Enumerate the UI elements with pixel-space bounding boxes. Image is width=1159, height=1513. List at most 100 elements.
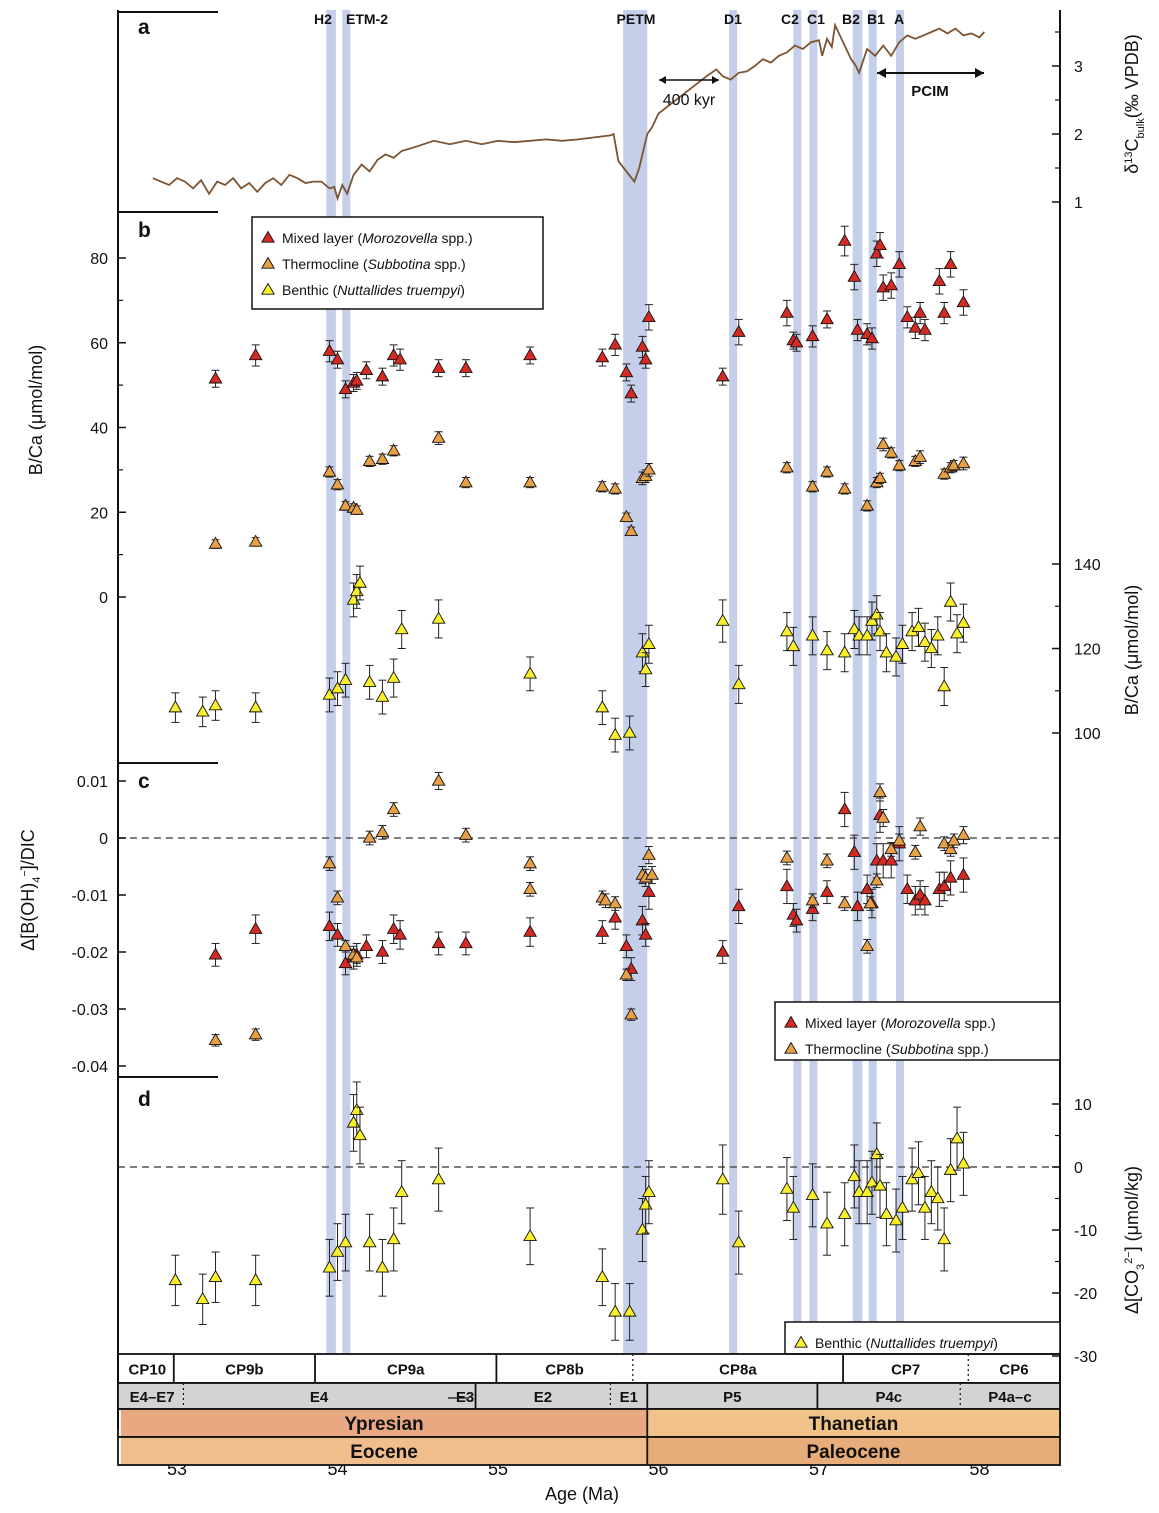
legend-b-marker bbox=[261, 230, 275, 243]
zone-cell bbox=[647, 1437, 1060, 1465]
c-thermo-point bbox=[892, 833, 907, 846]
b-thermo-point bbox=[884, 445, 899, 458]
b-mixed-point bbox=[375, 369, 390, 382]
c-thermo-point bbox=[523, 881, 538, 894]
c-mixed-point bbox=[635, 913, 650, 926]
event-band-c2 bbox=[793, 10, 802, 1354]
b-thermo-point bbox=[431, 430, 446, 443]
b-mixed-point bbox=[865, 331, 879, 344]
b-benthic-point bbox=[937, 679, 952, 692]
b-benthic-point bbox=[950, 626, 964, 639]
y-tick-label-a: 3 bbox=[1074, 59, 1083, 76]
b-mixed-point bbox=[208, 371, 223, 384]
c-mixed-point bbox=[850, 898, 865, 912]
b-benthic-point bbox=[386, 670, 401, 683]
d-benthic-point bbox=[208, 1269, 223, 1282]
b-mixed-point bbox=[892, 256, 907, 270]
annotation-pcim: PCIM bbox=[911, 83, 949, 100]
arrowhead-right bbox=[975, 68, 984, 78]
c-mixed-point bbox=[943, 870, 958, 883]
c-thermo-point bbox=[913, 819, 928, 832]
c-mixed-point bbox=[393, 927, 408, 940]
d-benthic-point bbox=[248, 1272, 263, 1286]
legends: Mixed layer (Morozovella spp.) Thermoclin… bbox=[251, 216, 1061, 1355]
b-mixed-point bbox=[338, 381, 353, 395]
d-benthic-point bbox=[950, 1131, 964, 1144]
b-benthic-point bbox=[820, 643, 834, 656]
c-thermo-point bbox=[779, 850, 794, 863]
c-thermo-point bbox=[884, 841, 899, 855]
event-label-c1: C1 bbox=[807, 11, 825, 27]
d-benthic-point bbox=[595, 1269, 610, 1282]
c-thermo-point bbox=[619, 967, 634, 980]
y-axis-label-a: δ13Cbulk(‰ VPDB) bbox=[1122, 34, 1147, 173]
x-axis-label: Age (Ma) bbox=[545, 1484, 619, 1504]
b-thermo-point bbox=[641, 462, 656, 475]
reference-lines bbox=[118, 837, 1060, 1168]
b-mixed-point bbox=[638, 352, 653, 365]
b-thermo-point bbox=[595, 479, 610, 492]
b-thermo-point bbox=[338, 498, 353, 511]
c-mixed-point bbox=[837, 802, 852, 815]
b-benthic-point bbox=[523, 666, 538, 679]
b-mixed-point bbox=[431, 360, 446, 373]
b-thermo-point bbox=[248, 534, 263, 547]
b-mixed-point bbox=[779, 305, 794, 318]
c-thermo-point bbox=[645, 867, 660, 880]
c-thermo-point bbox=[248, 1027, 263, 1040]
d-benthic-point bbox=[330, 1244, 345, 1257]
b-mixed-point bbox=[805, 328, 820, 342]
c-thermo-point bbox=[860, 938, 875, 951]
y-tick-label-d: -10 bbox=[1074, 1223, 1097, 1240]
b-benthic-point bbox=[895, 636, 910, 649]
b-benthic-point bbox=[208, 698, 223, 711]
b-thermo-point bbox=[619, 509, 634, 523]
panel-label-c: c bbox=[138, 770, 150, 793]
b-mixed-point bbox=[873, 237, 887, 250]
d-benthic-point bbox=[943, 1162, 958, 1175]
event-label-etm-2: ETM-2 bbox=[346, 11, 388, 27]
b-benthic-point bbox=[786, 638, 801, 652]
event-band-h2 bbox=[326, 10, 336, 1354]
plot-frame bbox=[117, 10, 1061, 1430]
c-thermo-point bbox=[386, 802, 401, 815]
b-mixed-point bbox=[248, 348, 263, 361]
b-benthic-point bbox=[917, 634, 932, 647]
y-tick-label-c: -0.04 bbox=[72, 1059, 109, 1076]
d-benthic-point bbox=[523, 1228, 538, 1241]
legend-b bbox=[251, 216, 544, 310]
b-benthic-point bbox=[715, 613, 730, 626]
legend-d-entry: Benthic (Nuttallides truempyi) bbox=[815, 1335, 998, 1351]
b-thermo-point bbox=[322, 464, 337, 477]
b-thermo-point bbox=[837, 481, 852, 494]
event-band-c1 bbox=[809, 10, 818, 1354]
b-mixed-point bbox=[789, 335, 804, 348]
chart-marks bbox=[152, 22, 985, 1341]
b-benthic-point bbox=[805, 628, 820, 641]
zone-label-epoch: Eocene bbox=[350, 1442, 418, 1463]
b-mixed-point bbox=[847, 269, 862, 282]
zone-label-nannofossil: CP10 bbox=[129, 1362, 167, 1379]
panel-label-a: a bbox=[138, 16, 150, 39]
event-band-petm bbox=[623, 10, 648, 1354]
y-axis-label-b-left: B/Ca (μmol/mol) bbox=[26, 345, 46, 475]
c-mixed-point bbox=[820, 884, 834, 897]
y-tick-label-b-right: 100 bbox=[1074, 726, 1101, 743]
b-mixed-point bbox=[595, 350, 610, 363]
event-label-h2: H2 bbox=[314, 11, 332, 27]
b-mixed-point bbox=[820, 312, 834, 325]
b-thermo-point bbox=[208, 536, 223, 549]
y-tick-label-c: -0.01 bbox=[72, 888, 109, 905]
c-mixed-point bbox=[330, 927, 345, 940]
c-mixed-point bbox=[608, 910, 623, 923]
b-thermo-point bbox=[956, 456, 971, 469]
zone-label-nannofossil: CP8a bbox=[719, 1362, 757, 1379]
event-band-a bbox=[896, 10, 905, 1354]
c-thermo-point bbox=[330, 890, 345, 903]
zone-label-epoch: Paleocene bbox=[807, 1442, 901, 1463]
panel-label-d: d bbox=[138, 1088, 151, 1111]
b-mixed-point bbox=[715, 369, 730, 382]
c-mixed-point bbox=[847, 844, 862, 857]
b-benthic-point bbox=[330, 681, 345, 694]
event-band-b1 bbox=[868, 10, 877, 1354]
